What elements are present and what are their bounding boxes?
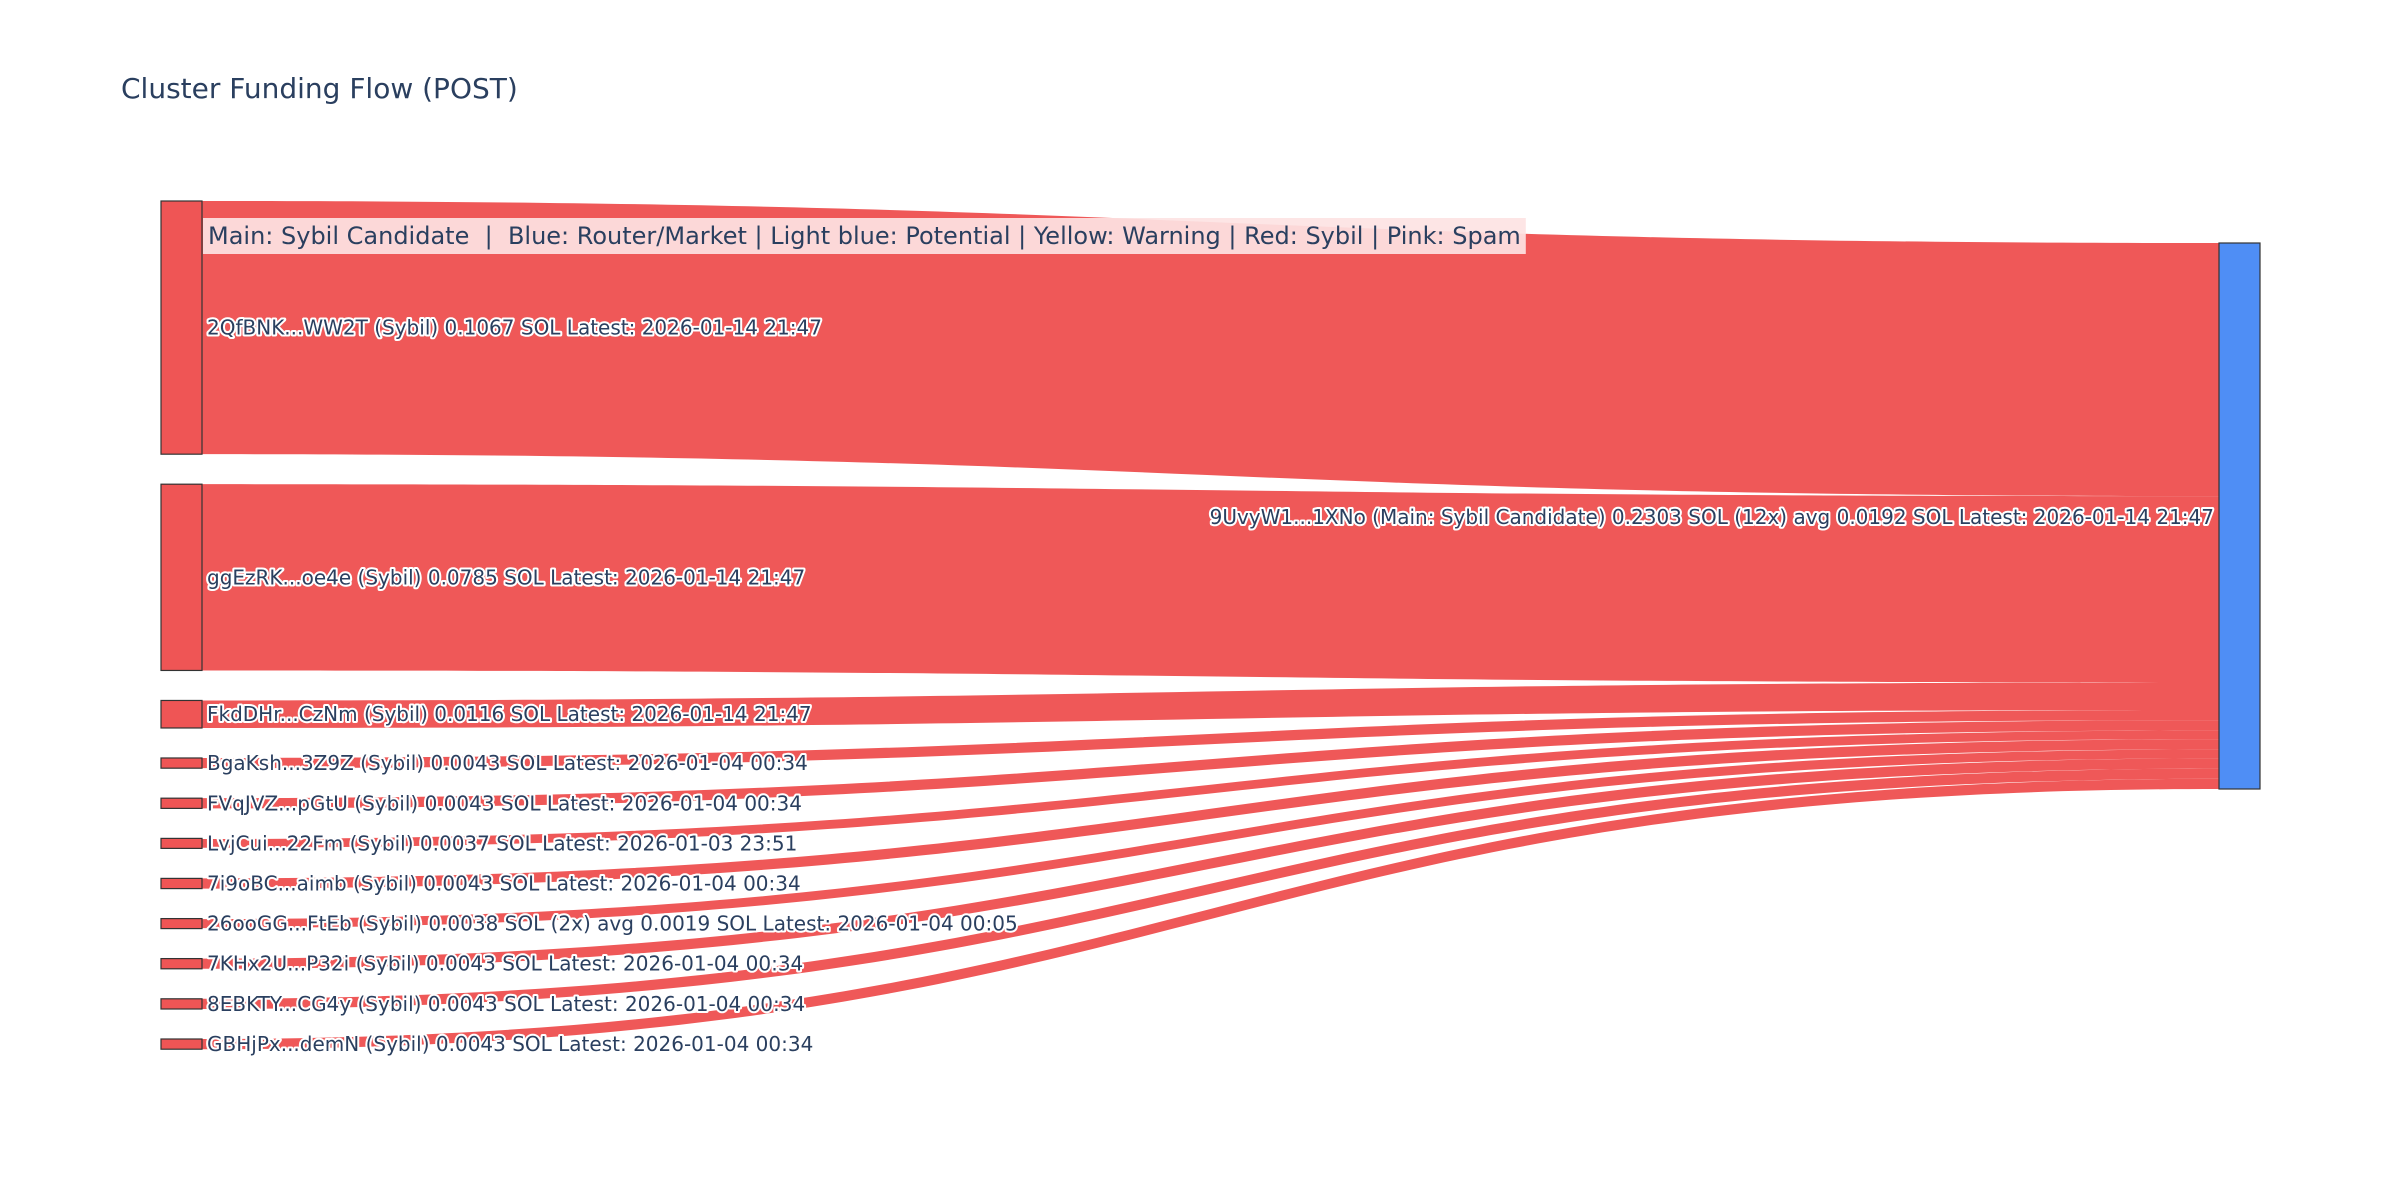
source-node-label: 7i9oBC...aimb (Sybil) 0.0043 SOL Latest:…: [207, 871, 801, 895]
chart-title: Cluster Funding Flow (POST): [121, 72, 518, 105]
sankey-link: [202, 730, 2219, 848]
sankey-link: [202, 749, 2219, 929]
sankey-link: [202, 201, 2219, 497]
sankey-links: [202, 201, 2219, 1050]
target-node[interactable]: [2218, 242, 2261, 790]
source-node-label: 2QfBNK...WW2T (Sybil) 0.1067 SOL Latest:…: [207, 316, 822, 340]
source-node[interactable]: [160, 757, 203, 769]
source-node[interactable]: [160, 200, 203, 455]
source-node-label: BgaKsh...3Z9Z (Sybil) 0.0043 SOL Latest:…: [207, 751, 808, 775]
sankey-link: [202, 709, 2219, 769]
source-node[interactable]: [160, 837, 203, 849]
sankey-link: [202, 739, 2219, 889]
sankey-nodes: [160, 200, 2261, 1050]
source-node[interactable]: [160, 483, 203, 672]
source-node[interactable]: [160, 699, 203, 729]
legend-annotation: Main: Sybil Candidate | Blue: Router/Mar…: [203, 218, 1526, 254]
source-node[interactable]: [160, 1038, 203, 1050]
sankey-link: [202, 758, 2219, 969]
sankey-link: [202, 768, 2219, 1009]
sankey-link: [202, 484, 2219, 683]
source-node-label: LvjCui...22Fm (Sybil) 0.0037 SOL Latest:…: [207, 831, 797, 855]
source-node[interactable]: [160, 797, 203, 809]
sankey-link: [202, 682, 2219, 728]
source-node-label: ggEzRK...oe4e (Sybil) 0.0785 SOL Latest:…: [207, 565, 805, 589]
source-node-label: GBHjPx...demN (Sybil) 0.0043 SOL Latest:…: [207, 1032, 813, 1056]
target-node-label: 9UvyW1...1XNo (Main: Sybil Candidate) 0.…: [1210, 505, 2214, 529]
source-node-label: 7KHx2U...P32i (Sybil) 0.0043 SOL Latest:…: [207, 952, 803, 976]
source-node-label: FVqJVZ...pGtU (Sybil) 0.0043 SOL Latest:…: [207, 791, 802, 815]
legend-background: [203, 218, 1526, 254]
source-node[interactable]: [160, 998, 203, 1010]
legend-text: Main: Sybil Candidate | Blue: Router/Mar…: [208, 222, 1521, 250]
source-node-label: FkdDHr...CzNm (Sybil) 0.0116 SOL Latest:…: [207, 702, 812, 726]
source-node[interactable]: [160, 917, 203, 930]
sankey-labels: 2QfBNK...WW2T (Sybil) 0.1067 SOL Latest:…: [205, 314, 2216, 1059]
source-node[interactable]: [160, 957, 203, 970]
source-node-label: 8EBKTY...CG4y (Sybil) 0.0043 SOL Latest:…: [207, 992, 805, 1016]
sankey-link: [202, 720, 2219, 809]
sankey-link: [202, 778, 2219, 1050]
source-node-label: 26ooGG...FtEb (Sybil) 0.0038 SOL (2x) av…: [207, 912, 1018, 936]
source-node[interactable]: [160, 877, 203, 890]
